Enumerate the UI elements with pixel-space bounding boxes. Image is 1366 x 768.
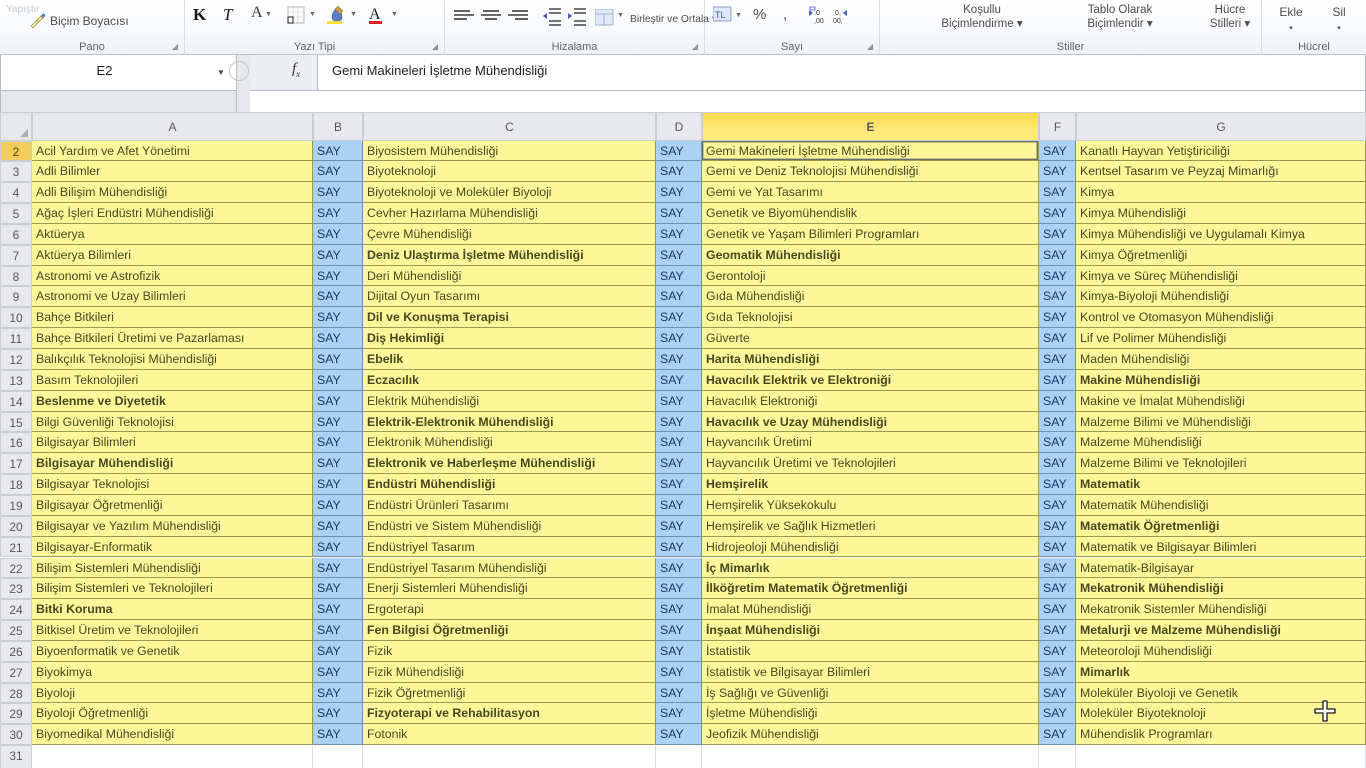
svg-text:0.: 0. [835,10,841,17]
svg-text:,00: ,00 [814,18,824,24]
svg-text:TL: TL [715,10,726,20]
svg-text:00,: 00, [833,18,843,24]
svg-text:.0: .0 [814,10,820,17]
